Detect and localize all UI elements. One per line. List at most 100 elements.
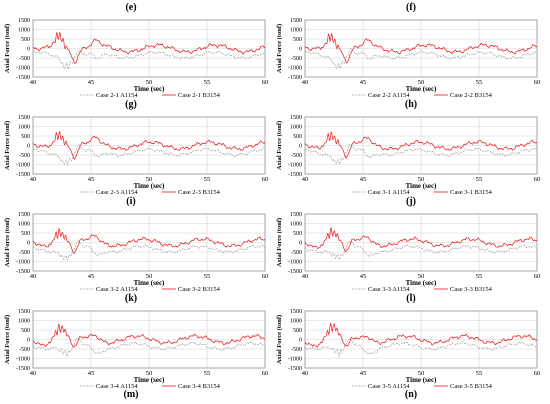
x-tick-label: 60 — [534, 273, 541, 280]
y-tick-label: 1000 — [18, 28, 30, 34]
x-axis-title: Time (sec) — [406, 85, 437, 93]
x-tick-label: 40 — [30, 370, 37, 377]
y-tick-label: -500 — [291, 56, 302, 62]
y-tick-label: 1500 — [18, 115, 30, 121]
series-line-a — [33, 337, 266, 358]
legend-label: Case 3-2 B3154 — [178, 286, 221, 293]
series-line-b — [304, 32, 538, 64]
x-tick-label: 60 — [262, 370, 269, 377]
x-tick-label: 60 — [262, 176, 269, 183]
x-axis-title: Time (sec) — [134, 279, 165, 287]
plot-frame — [32, 19, 266, 78]
legend-label: Case 3-3 B3154 — [450, 286, 493, 293]
x-axis-title: Time (sec) — [134, 85, 165, 93]
legend-label: Case 2-3 B3154 — [178, 189, 221, 196]
y-tick-label: -1000 — [288, 357, 302, 363]
panel-letter: (g) — [125, 99, 137, 110]
series-line-b — [304, 131, 538, 159]
y-tick-label: -500 — [19, 56, 30, 62]
x-tick-label: 55 — [204, 370, 211, 377]
x-tick-label: 50 — [418, 273, 425, 280]
legend-label: Case 3-1 B3154 — [450, 189, 493, 196]
panel-letter: (i) — [126, 196, 135, 207]
series-line-b — [304, 322, 538, 348]
chart-panel-6: -1500 -1000 -500 0 500 1000 1500 40 45 50 55 60 Axia… — [276, 212, 540, 304]
panel-letter: (e) — [125, 2, 136, 13]
y-tick-label: 1500 — [290, 18, 302, 24]
plot-frame — [304, 19, 538, 78]
y-tick-label: 500 — [293, 231, 302, 237]
x-tick-label: 55 — [476, 273, 483, 280]
y-tick-label: 1000 — [290, 319, 302, 325]
x-tick-label: 40 — [302, 176, 309, 183]
chart-panel-3: -1500 -1000 -500 0 500 1000 1500 40 45 50 55 60 Axia… — [4, 115, 268, 207]
x-tick-label: 60 — [534, 370, 541, 377]
x-tick-label: 45 — [88, 176, 95, 183]
panel-letter: (l) — [406, 293, 415, 304]
y-tick-label: 1500 — [290, 115, 302, 121]
x-tick-label: 45 — [88, 79, 95, 86]
x-tick-label: 40 — [302, 79, 309, 86]
x-tick-label: 55 — [204, 79, 211, 86]
panel-letter: (j) — [406, 196, 416, 207]
y-tick-label: 1000 — [18, 319, 30, 325]
chart-panel-2: -1500 -1000 -500 0 500 1000 1500 40 45 50 55 60 Axia… — [276, 18, 540, 110]
chart-panel-1: -1500 -1000 -500 0 500 1000 1500 40 45 50 55 60 Axia… — [4, 18, 268, 110]
legend-label: Case 2-2 B3154 — [450, 92, 493, 99]
series-line-a — [304, 337, 538, 357]
y-tick-label: -500 — [19, 250, 30, 256]
y-axis-title: Axial Force (tonf) — [4, 315, 11, 364]
x-tick-label: 40 — [302, 273, 309, 280]
y-tick-label: -1500 — [288, 366, 302, 372]
x-tick-label: 40 — [30, 176, 37, 183]
y-axis-title: Axial Force (tonf) — [4, 24, 11, 73]
y-tick-label: 1500 — [290, 212, 302, 218]
legend-label: Case 2-1 A1154 — [96, 92, 138, 99]
legend-label: Case 3-5 B3154 — [450, 383, 493, 390]
x-axis-title: Time (sec) — [406, 182, 437, 190]
x-tick-label: 45 — [360, 273, 367, 280]
x-tick-label: 45 — [360, 176, 367, 183]
y-axis-title: Axial Force (tonf) — [276, 24, 283, 73]
panel-letter: (m) — [124, 389, 139, 400]
chart-panel-8: -1500 -1000 -500 0 500 1000 1500 40 45 50 55 60 Axia… — [276, 309, 540, 400]
x-tick-label: 60 — [534, 176, 541, 183]
y-tick-label: 0 — [299, 338, 302, 344]
x-tick-label: 50 — [146, 176, 153, 183]
y-tick-label: 1500 — [18, 309, 30, 315]
y-tick-label: -1500 — [288, 269, 302, 275]
series-line-a — [32, 49, 266, 71]
y-axis-title: Axial Force (tonf) — [276, 315, 283, 364]
y-tick-label: 1500 — [18, 212, 30, 218]
series-line-b — [304, 226, 538, 253]
y-tick-label: -1000 — [16, 66, 30, 72]
y-tick-label: -1000 — [16, 260, 30, 266]
series-line-b — [32, 130, 266, 160]
x-tick-label: 45 — [360, 79, 367, 86]
legend-label: Case 3-2 A1154 — [96, 286, 138, 293]
y-axis-title: Axial Force (tonf) — [276, 121, 283, 170]
y-axis-title: Axial Force (tonf) — [276, 218, 283, 267]
y-tick-label: 500 — [21, 37, 30, 43]
y-tick-label: 500 — [21, 231, 30, 237]
y-tick-label: -1000 — [16, 163, 30, 169]
y-tick-label: -500 — [19, 153, 30, 159]
series-line-b — [32, 324, 266, 348]
x-tick-label: 50 — [146, 273, 153, 280]
y-tick-label: -1000 — [288, 163, 302, 169]
panel-letter: (f) — [406, 2, 416, 13]
y-tick-label: 1000 — [290, 125, 302, 131]
y-tick-label: 0 — [299, 47, 302, 53]
plot-frame — [32, 310, 266, 369]
x-tick-label: 45 — [360, 370, 367, 377]
legend-label: Case 2-1 B3154 — [178, 92, 221, 99]
y-tick-label: 0 — [27, 241, 30, 247]
y-tick-label: 0 — [299, 241, 302, 247]
chart-panel-5: -1500 -1000 -500 0 500 1000 1500 40 45 50 55 60 Axia… — [4, 212, 268, 304]
plot-frame — [304, 310, 538, 369]
panel-letter: (h) — [405, 99, 417, 110]
y-tick-label: 1000 — [290, 222, 302, 228]
x-tick-label: 45 — [88, 273, 95, 280]
y-tick-label: -1500 — [16, 75, 30, 81]
